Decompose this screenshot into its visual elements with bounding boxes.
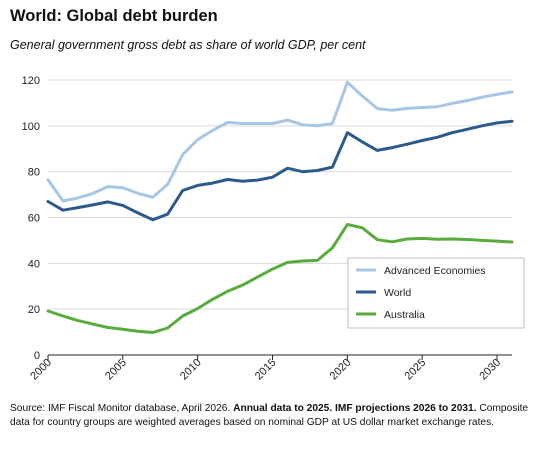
legend: Advanced Economies World Australia — [347, 257, 525, 329]
series-line-advanced-economies — [46, 80, 514, 203]
y-tick-label: 100 — [22, 121, 40, 133]
y-tick-label: 20 — [28, 304, 40, 316]
y-tick-label: 120 — [22, 75, 40, 87]
source-note: Source: IMF Fiscal Monitor database, Apr… — [10, 402, 540, 430]
legend-label: Australia — [384, 309, 425, 321]
y-axis: 0 20 40 60 80 100 120 — [22, 75, 40, 362]
series-line-world — [46, 119, 514, 222]
y-tick-label: 80 — [28, 167, 40, 179]
source-projection-note: Annual data to 2025. IMF projections 202… — [233, 403, 477, 414]
y-tick-label: 0 — [34, 350, 40, 362]
legend-label: World — [384, 287, 411, 299]
x-tick-label: 2010 — [178, 357, 204, 383]
x-axis: 2000 2005 2010 2015 2020 2025 2030 — [28, 354, 512, 383]
x-tick-label: 2015 — [253, 357, 279, 383]
x-tick-label: 2005 — [103, 357, 129, 383]
legend-label: Advanced Economies — [384, 265, 486, 277]
x-tick-label: 2030 — [477, 357, 503, 383]
legend-box — [347, 257, 525, 329]
chart-subtitle: General government gross debt as share o… — [10, 38, 366, 52]
y-tick-label: 60 — [28, 213, 40, 225]
y-tick-label: 40 — [28, 258, 40, 270]
source-text: Source: IMF Fiscal Monitor database, Apr… — [10, 403, 231, 414]
series-lines — [46, 80, 514, 334]
line-chart: 0 20 40 60 80 100 120 2000 2005 2010 2015 2020 2025… — [22, 75, 525, 383]
series-line-australia — [46, 222, 514, 334]
source-composite-note: Composite data for country groups are we… — [10, 403, 529, 428]
x-tick-label: 2020 — [328, 357, 354, 383]
x-tick-label: 2000 — [28, 357, 54, 383]
chart-title: World: Global debt burden — [10, 7, 218, 25]
x-tick-label: 2025 — [403, 357, 429, 383]
